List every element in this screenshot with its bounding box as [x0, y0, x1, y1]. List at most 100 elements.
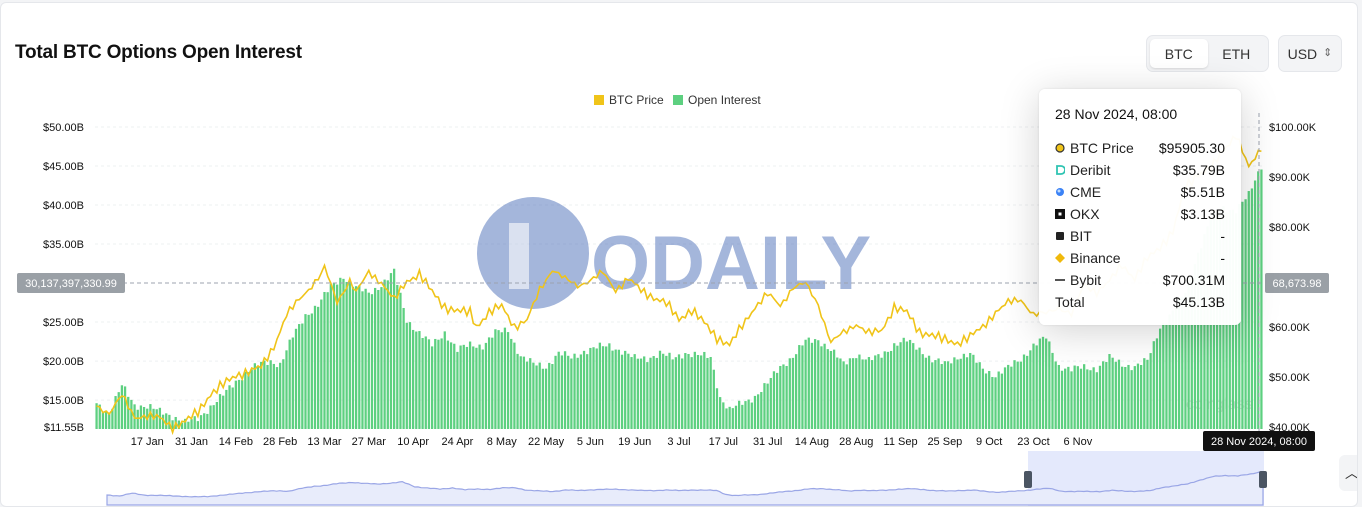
- oi-bar: [408, 322, 412, 429]
- oi-bar: [307, 314, 310, 429]
- oi-bar: [114, 396, 117, 429]
- oi-bar: [1241, 201, 1244, 429]
- oi-bar: [576, 357, 579, 429]
- oi-bar: [430, 346, 434, 429]
- tooltip-row-bybit: Bybit $700.31M: [1055, 269, 1225, 291]
- oi-bar: [807, 337, 810, 429]
- oi-bar: [399, 292, 402, 429]
- oi-bar: [855, 358, 858, 429]
- oi-bar: [785, 365, 788, 429]
- oi-bar: [658, 350, 662, 429]
- x-tick-label: 3 Jul: [667, 436, 690, 448]
- navigator-handle-left[interactable]: [1024, 471, 1032, 488]
- oi-bar: [247, 372, 250, 429]
- currency-select[interactable]: USD ⇕: [1278, 35, 1342, 72]
- oi-bar: [557, 351, 560, 429]
- oi-bar: [405, 322, 408, 429]
- oi-bar: [722, 402, 725, 429]
- oi-bar: [981, 368, 985, 429]
- oi-bar: [449, 342, 453, 429]
- oi-bar: [1244, 199, 1247, 429]
- oi-bar: [497, 330, 500, 429]
- oi-bar: [1206, 226, 1209, 429]
- oi-bar: [120, 385, 124, 429]
- oi-bar: [446, 340, 450, 429]
- y-left-tick-label: $15.00B: [43, 395, 84, 407]
- oi-bar: [171, 420, 174, 429]
- oi-bar: [1083, 364, 1086, 429]
- crosshair-left-label: 30,137,397,330.99: [17, 273, 125, 293]
- oi-bar: [149, 404, 152, 429]
- navigator-handle-right[interactable]: [1259, 471, 1267, 488]
- oi-bar: [427, 339, 431, 429]
- oi-bar: [595, 348, 598, 429]
- oi-bar: [1127, 364, 1130, 429]
- x-tick-label: 6 Nov: [1063, 436, 1092, 448]
- oi-bar: [931, 362, 934, 429]
- oi-bar: [709, 356, 712, 429]
- y-right-tick-label: $100.00K: [1269, 122, 1317, 134]
- oi-bar: [712, 369, 715, 429]
- oi-bar: [1247, 191, 1250, 429]
- oi-bar: [1019, 361, 1022, 429]
- oi-bar: [715, 388, 719, 429]
- oi-bar: [836, 357, 839, 429]
- oi-bar: [1133, 366, 1136, 429]
- oi-bar: [1165, 323, 1168, 429]
- oi-bar: [212, 405, 215, 429]
- tooltip-row-btc-price: BTC Price $95905.30: [1055, 137, 1225, 159]
- oi-bar: [396, 284, 399, 429]
- oi-bar: [1177, 297, 1181, 429]
- oi-bar: [1041, 336, 1045, 429]
- oi-bar: [817, 340, 820, 429]
- x-tick-label: 19 Jun: [618, 436, 651, 448]
- oi-bar: [484, 342, 488, 429]
- oi-bar: [570, 358, 573, 429]
- oi-bar: [127, 396, 130, 429]
- tab-btc[interactable]: BTC: [1150, 39, 1208, 68]
- oi-bar: [782, 364, 785, 429]
- tooltip-row-label: OKX: [1070, 206, 1100, 222]
- tooltip-row-value: $95905.30: [1158, 140, 1225, 156]
- oi-bar: [323, 291, 326, 429]
- oi-bar: [1022, 354, 1026, 429]
- binance-icon: [1055, 253, 1065, 263]
- y-axis-right: $40.00K $50.00K $60.00K $80.00K $90.00K $100.…: [1269, 122, 1317, 434]
- oi-bar: [937, 358, 940, 429]
- currency-label: USD: [1287, 45, 1318, 62]
- oi-bar: [104, 410, 108, 429]
- oi-bar: [643, 356, 646, 429]
- oi-bar: [440, 338, 443, 429]
- oi-bar: [1162, 322, 1165, 429]
- x-tick-label: 10 Apr: [397, 436, 429, 448]
- oi-bar: [864, 359, 867, 429]
- oi-bar: [668, 352, 671, 429]
- tooltip-row-label: CME: [1070, 184, 1102, 200]
- oi-bar: [608, 343, 611, 429]
- oi-bar: [962, 353, 966, 429]
- open-interest-chart[interactable]: ODAILY coinglass 30,137,397,330.99 68,67…: [1, 3, 1358, 507]
- tooltip-row-label: Bybit: [1070, 272, 1102, 288]
- tooltip-row-deribit: Deribit $35.79B: [1055, 159, 1225, 181]
- oi-bar: [969, 352, 972, 429]
- y-left-tick-label: $50.00B: [43, 122, 84, 134]
- oi-bar: [1095, 372, 1098, 429]
- legend-open-interest: Open Interest: [688, 93, 761, 107]
- range-navigator: [106, 451, 1267, 506]
- oi-bar: [1139, 364, 1143, 429]
- oi-bar: [839, 358, 842, 429]
- oi-bar: [1045, 338, 1048, 429]
- oi-bar: [750, 402, 753, 429]
- oi-bar: [383, 279, 386, 429]
- scroll-up-button[interactable]: ︿: [1339, 455, 1357, 491]
- oi-bar: [848, 358, 852, 429]
- oi-bar: [1130, 370, 1133, 429]
- oi-bar: [1048, 341, 1051, 429]
- tab-eth[interactable]: ETH: [1222, 45, 1251, 62]
- oi-bar: [98, 404, 101, 429]
- oi-bar: [165, 413, 168, 429]
- oi-bar: [975, 362, 978, 429]
- oi-bar: [532, 362, 535, 429]
- navigator-area: [106, 471, 1264, 506]
- oi-bar: [1073, 365, 1076, 429]
